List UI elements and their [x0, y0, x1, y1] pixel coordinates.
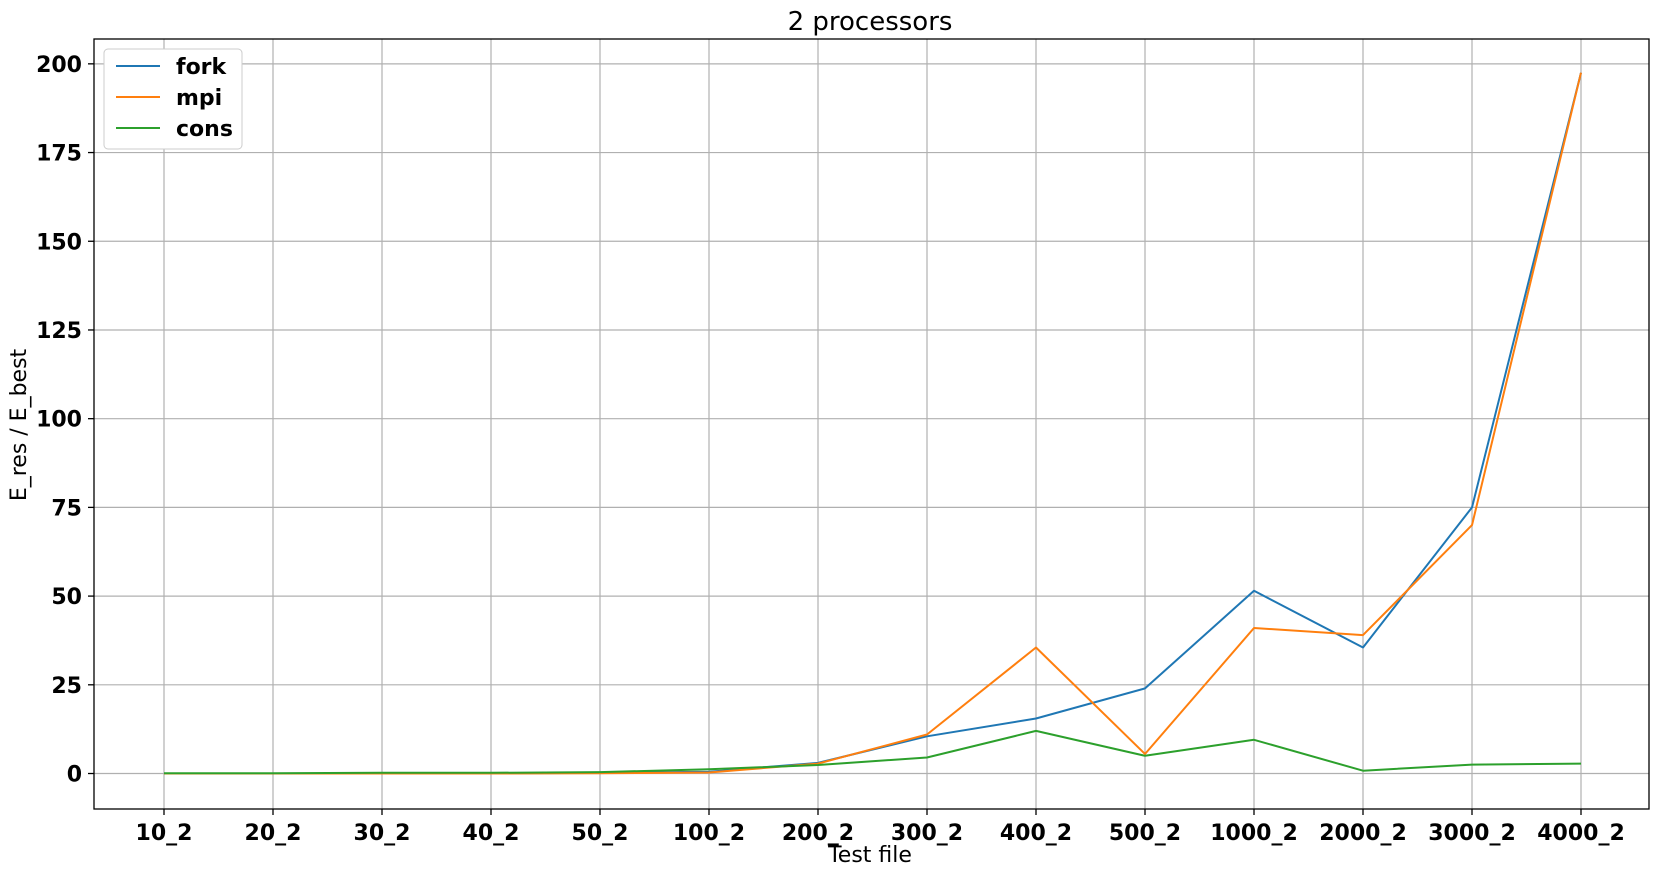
y-tick-label: 75	[51, 496, 82, 521]
y-tick-label: 150	[36, 230, 82, 255]
x-tick-label: 3000_2	[1428, 821, 1516, 846]
series-line-cons	[164, 729, 1582, 775]
x-tick-label: 100_2	[673, 821, 745, 846]
x-tick-label: 400_2	[1000, 821, 1072, 846]
x-tick-labels: 10_2 20_2 30_2 40_2 50_2 100_2 200_2 300_2 400_2…	[136, 809, 1625, 846]
legend-label-fork: fork	[176, 55, 228, 80]
legend-box	[103, 48, 243, 150]
y-tick-label: 0	[67, 763, 82, 788]
x-tick-label: 20_2	[245, 821, 302, 846]
y-axis-label: E_res / E_best	[7, 348, 32, 501]
y-tick-label: 100	[36, 408, 82, 433]
series-lines	[164, 72, 1582, 775]
plot-frame	[93, 38, 1650, 810]
x-tick-label: 300_2	[891, 821, 963, 846]
x-tick-label: 2000_2	[1319, 821, 1407, 846]
legend: fork mpi cons	[103, 48, 243, 150]
legend-label-cons: cons	[176, 117, 233, 142]
x-tick-label: 50_2	[572, 821, 629, 846]
y-tick-label: 50	[51, 585, 82, 610]
y-tick-label: 125	[36, 319, 82, 344]
grid	[94, 39, 1649, 809]
x-tick-label: 1000_2	[1210, 821, 1298, 846]
series-line-fork	[164, 72, 1582, 775]
series-line-mpi	[164, 72, 1582, 775]
x-tick-label: 40_2	[463, 821, 520, 846]
x-tick-label: 500_2	[1109, 821, 1181, 846]
legend-label-mpi: mpi	[176, 86, 222, 111]
x-tick-label: 200_2	[782, 821, 854, 846]
y-tick-labels: 0 25 50 75 100 125 150 175 200	[36, 53, 94, 788]
x-tick-label: 30_2	[354, 821, 411, 846]
x-tick-label: 10_2	[136, 821, 193, 846]
x-axis-label: Test file	[827, 843, 912, 868]
x-tick-label: 4000_2	[1537, 821, 1625, 846]
y-tick-label: 175	[36, 142, 82, 167]
y-tick-label: 25	[51, 674, 82, 699]
y-tick-label: 200	[36, 53, 82, 78]
chart-title: 2 processors	[788, 7, 953, 37]
